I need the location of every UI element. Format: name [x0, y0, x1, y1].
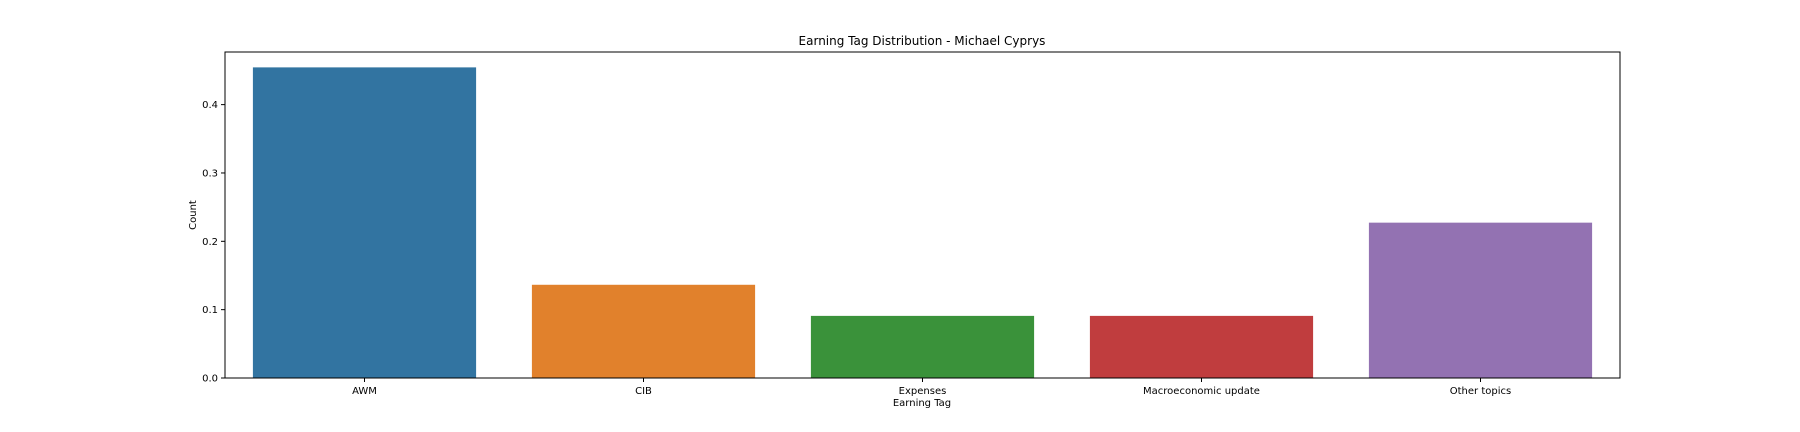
- x-tick-label: Expenses: [899, 386, 947, 397]
- bar-awm: [252, 67, 477, 378]
- bar-macroeconomic-update: [1089, 315, 1314, 378]
- y-axis-ticks: 0.0 0.1 0.2 0.3 0.4: [202, 100, 225, 385]
- chart-title: Earning Tag Distribution - Michael Cypry…: [799, 34, 1046, 48]
- y-tick-label: 0.4: [202, 100, 218, 111]
- bar-cib: [531, 284, 756, 378]
- y-axis-label: Count: [188, 200, 199, 230]
- bar-expenses: [810, 315, 1035, 378]
- x-tick-label: AWM: [352, 386, 377, 397]
- y-tick-label: 0.1: [202, 305, 218, 316]
- bar-other-topics: [1368, 222, 1593, 378]
- y-tick-label: 0.3: [202, 168, 218, 179]
- y-tick-label: 0.2: [202, 237, 218, 248]
- x-axis-ticks: AWM CIB Expenses Macroeconomic update Other …: [352, 378, 1511, 397]
- x-axis-label: Earning Tag: [893, 398, 951, 409]
- x-tick-label: CIB: [635, 386, 652, 397]
- x-tick-label: Macroeconomic update: [1143, 386, 1260, 397]
- bars-group: [252, 67, 1593, 378]
- y-tick-label: 0.0: [202, 374, 218, 385]
- x-tick-label: Other topics: [1450, 386, 1511, 397]
